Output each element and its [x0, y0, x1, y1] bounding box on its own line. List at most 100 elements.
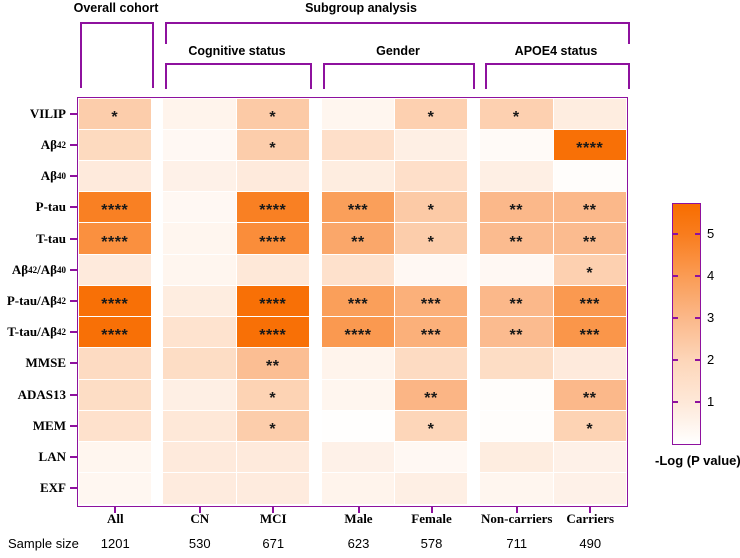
significance-stars: ** — [583, 202, 597, 220]
subgroup-analysis-title: Subgroup analysis — [305, 1, 417, 15]
row-label: MEM — [32, 417, 66, 433]
colorbar-tick — [695, 275, 700, 277]
heatmap-cell — [322, 379, 394, 410]
colorbar-tick — [695, 317, 700, 319]
heatmap-cell — [163, 160, 236, 192]
heatmap-cell — [163, 317, 236, 348]
heatmap-cell — [395, 473, 467, 504]
heatmap-cell — [78, 160, 151, 192]
heatmap-cell: **** — [78, 285, 151, 317]
heatmap-cell — [322, 129, 394, 161]
gender-bracket — [323, 63, 475, 89]
significance-stars: * — [586, 420, 594, 438]
sample-size-value: 1201 — [100, 536, 130, 551]
heatmap-cell — [163, 379, 236, 410]
row-axis-tick — [70, 143, 77, 146]
column-axis-tick — [357, 506, 360, 513]
significance-stars: ** — [509, 296, 523, 314]
row-label: Aβ 42 — [40, 136, 66, 152]
heatmap-cell — [163, 442, 236, 473]
heatmap-cell: * — [553, 410, 626, 442]
column-label: All — [106, 511, 124, 526]
significance-stars: *** — [420, 327, 442, 345]
colorbar-tick — [695, 359, 700, 361]
significance-stars: * — [427, 108, 435, 126]
heatmap-cell: **** — [236, 285, 309, 317]
heatmap-cell — [395, 129, 467, 161]
heatmap-cell — [322, 254, 394, 285]
heatmap-cell — [480, 160, 553, 192]
heatmap-cell — [553, 442, 626, 473]
significance-stars: ** — [266, 358, 280, 376]
heatmap-cell: * — [553, 254, 626, 285]
heatmap-cell: **** — [553, 129, 626, 161]
sample-size-label: Sample size — [8, 536, 79, 551]
row-axis-tick — [70, 175, 77, 178]
heatmap-cell — [395, 254, 467, 285]
heatmap-cell — [163, 192, 236, 223]
heatmap-cell: ** — [236, 348, 309, 379]
significance-stars: **** — [259, 296, 287, 314]
row-label: LAN — [38, 449, 66, 465]
heatmap-cell — [163, 254, 236, 285]
colorbar-tick — [673, 359, 678, 361]
significance-stars: ** — [509, 327, 523, 345]
significance-stars: *** — [420, 296, 442, 314]
heatmap-cell — [322, 348, 394, 379]
heatmap-cell: *** — [553, 285, 626, 317]
column-label: CN — [190, 511, 210, 526]
colorbar-tick — [673, 401, 678, 403]
significance-stars: ** — [509, 233, 523, 251]
heatmap-cell — [395, 442, 467, 473]
row-label: P-tau — [35, 199, 66, 215]
significance-stars: ** — [351, 233, 365, 251]
heatmap-cell — [480, 254, 553, 285]
heatmap-cell — [553, 348, 626, 379]
column-axis-tick — [430, 506, 433, 513]
row-axis-tick — [70, 487, 77, 490]
cognitive-status-title: Cognitive status — [188, 44, 286, 58]
heatmap-cell: * — [78, 98, 151, 129]
heatmap-cell: * — [395, 98, 467, 129]
colorbar-tick — [673, 233, 678, 235]
row-axis-tick — [70, 237, 77, 240]
column-axis-tick — [589, 506, 592, 513]
column-label: Carriers — [566, 511, 615, 526]
column-axis-tick — [272, 506, 275, 513]
heatmap-cell — [78, 348, 151, 379]
column-label: Non-carriers — [481, 511, 553, 526]
heatmap-cell: **** — [78, 317, 151, 348]
heatmap-cell — [480, 473, 553, 504]
heatmap-cell — [480, 410, 553, 442]
heatmap-cell — [78, 254, 151, 285]
apoe4-status-title: APOE4 status — [514, 44, 598, 58]
heatmap-cell: **** — [236, 317, 309, 348]
heatmap-cell — [163, 473, 236, 504]
column-label: Male — [344, 511, 373, 526]
heatmap-cell: *** — [322, 192, 394, 223]
significance-stars: *** — [347, 296, 369, 314]
sample-size-value: 711 — [506, 536, 528, 551]
significance-stars: * — [269, 389, 277, 407]
heatmap-cell — [395, 160, 467, 192]
heatmap-cell: ** — [395, 379, 467, 410]
heatmap-cell — [236, 442, 309, 473]
row-axis-tick — [70, 362, 77, 365]
significance-stars: * — [269, 108, 277, 126]
heatmap-cell: **** — [322, 317, 394, 348]
heatmap-cell: **** — [78, 192, 151, 223]
heatmap-cell: ** — [553, 379, 626, 410]
heatmap-border — [77, 97, 628, 507]
heatmap-cell: ** — [480, 285, 553, 317]
sample-size-value: 671 — [262, 536, 285, 551]
row-axis-tick — [70, 393, 77, 396]
significance-stars: * — [427, 233, 435, 251]
row-axis-tick — [70, 112, 77, 115]
heatmap-cell: **** — [236, 223, 309, 254]
heatmap-cell — [163, 129, 236, 161]
significance-stars: * — [269, 420, 277, 438]
heatmap-cell — [322, 473, 394, 504]
heatmap-cell: * — [395, 410, 467, 442]
heatmap-cell — [78, 442, 151, 473]
